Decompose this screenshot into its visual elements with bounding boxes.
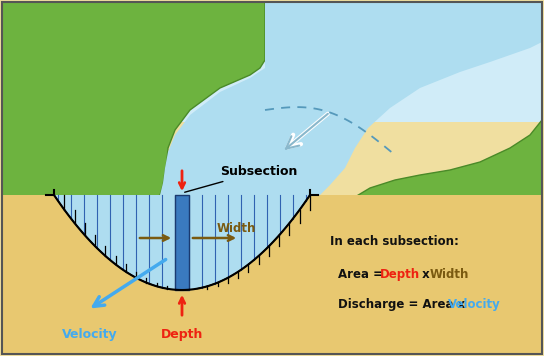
Text: Velocity: Velocity [62,328,118,341]
Polygon shape [54,195,310,290]
Text: Discharge = Area x: Discharge = Area x [338,298,469,311]
Text: Area =: Area = [338,268,387,281]
Text: Width: Width [430,268,469,281]
Text: Depth: Depth [161,328,203,341]
Polygon shape [2,195,542,354]
Polygon shape [175,195,189,290]
Text: In each subsection:: In each subsection: [330,235,459,248]
Polygon shape [320,2,542,354]
Text: x: x [418,268,434,281]
Text: Width: Width [217,222,256,235]
Polygon shape [55,2,542,200]
Bar [2,2,542,122]
Text: Depth: Depth [380,268,420,281]
Text: Velocity: Velocity [448,298,500,311]
Polygon shape [2,2,265,354]
Text: Subsection: Subsection [184,165,298,192]
